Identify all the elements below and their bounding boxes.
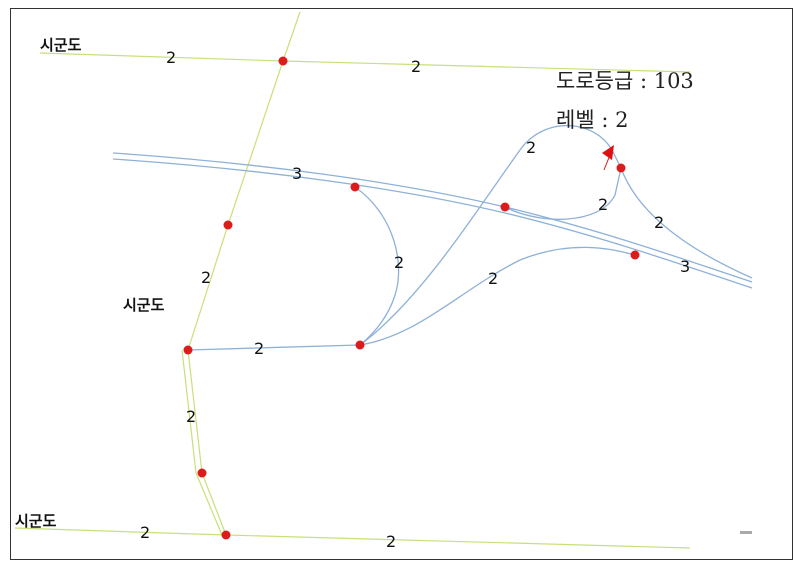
road-level-label: 2 — [411, 57, 421, 76]
node[interactable] — [223, 220, 233, 230]
road-level-label: 2 — [186, 407, 196, 426]
ramp-lower-curve — [359, 246, 636, 346]
road-level-label: 2 — [394, 253, 404, 272]
ramp-long-up — [359, 124, 622, 346]
road-level-label: 3 — [680, 257, 690, 276]
region-label-bottom: 시군도 — [15, 512, 57, 530]
road-level-label: 2 — [598, 195, 608, 214]
local-road-vertical-lower-2 — [181, 349, 223, 536]
ramp-left-loop — [354, 186, 400, 346]
road-level-label: 2 — [526, 138, 536, 157]
node[interactable] — [355, 340, 365, 350]
local-road-bottom — [14, 527, 691, 549]
road-level-label: 2 — [140, 523, 150, 542]
node[interactable] — [630, 250, 640, 260]
ramp-right-exit — [620, 167, 753, 279]
region-label-top: 시군도 — [40, 36, 82, 54]
region-label-middle: 시군도 — [123, 296, 165, 314]
expressway-main-upper — [112, 152, 753, 283]
road-level-label: 2 — [654, 213, 664, 232]
road-level-label: 2 — [166, 48, 176, 67]
cursor-pointer-icon — [602, 145, 614, 171]
node[interactable] — [197, 468, 207, 478]
node[interactable] — [500, 202, 510, 212]
road-grade-info: 도로등급 : 103 — [556, 69, 694, 93]
ramp-ground-link — [187, 344, 361, 351]
node[interactable] — [616, 163, 626, 173]
node[interactable] — [183, 345, 193, 355]
node[interactable] — [278, 56, 288, 66]
expressway-main-lower — [112, 158, 753, 289]
scale-mark-icon — [740, 531, 752, 534]
road-level-label: 2 — [201, 268, 211, 287]
map-canvas[interactable] — [10, 8, 793, 560]
local-road-vertical-lower — [187, 349, 227, 536]
ramp-loop-lower — [504, 167, 622, 220]
node[interactable] — [221, 530, 231, 540]
road-level-label: 2 — [386, 532, 396, 551]
road-level-label: 2 — [488, 269, 498, 288]
road-level-label: 3 — [292, 164, 302, 183]
road-level-label: 2 — [254, 339, 264, 358]
local-road-vertical-upper — [187, 11, 301, 351]
node[interactable] — [350, 182, 360, 192]
level-info: 레벨 : 2 — [556, 108, 628, 132]
